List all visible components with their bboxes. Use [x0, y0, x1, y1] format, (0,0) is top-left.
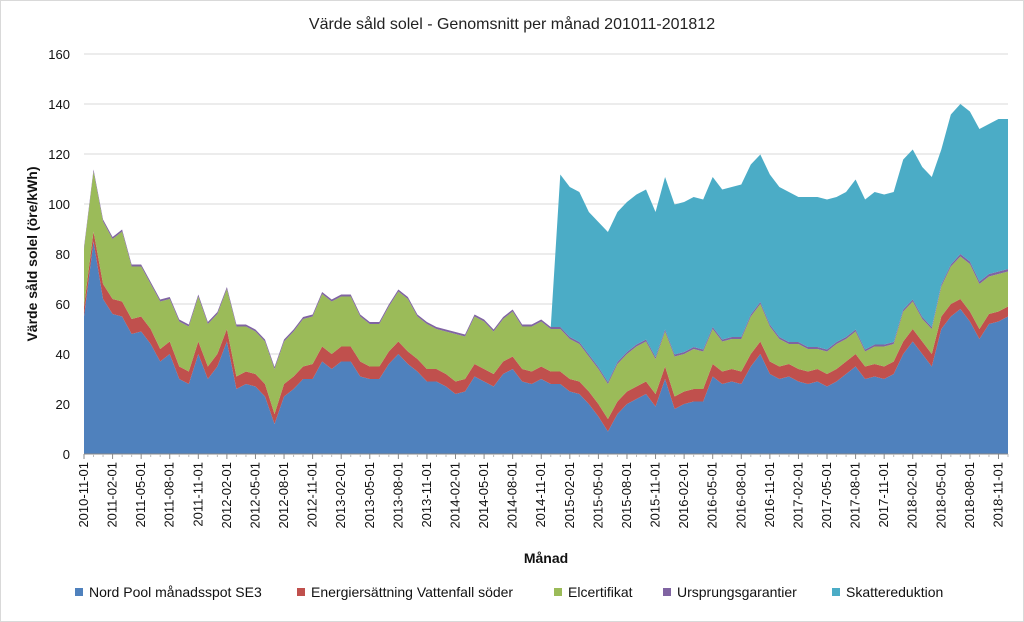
x-tick-label: 2016-02-01 — [676, 462, 691, 529]
legend-swatch — [297, 588, 305, 596]
legend-swatch — [832, 588, 840, 596]
y-tick-label: 40 — [56, 347, 70, 362]
legend-swatch — [663, 588, 671, 596]
legend-label: Ursprungsgarantier — [677, 584, 797, 600]
y-axis-title: Värde såld solel (öre/kWh) — [24, 166, 40, 341]
x-tick-label: 2011-02-01 — [105, 462, 120, 528]
x-tick-label: 2016-05-01 — [705, 462, 720, 529]
area-nord-pool-m-nadsspot-se3 — [84, 241, 1008, 454]
y-tick-label: 160 — [48, 47, 70, 62]
x-tick-label: 2018-08-01 — [962, 462, 977, 529]
legend-swatch — [75, 588, 83, 596]
legend-item: Elcertifikat — [554, 584, 633, 600]
x-tick-label: 2012-11-01 — [305, 462, 320, 528]
x-tick-label: 2012-02-01 — [219, 462, 234, 529]
legend-label: Elcertifikat — [568, 584, 633, 600]
x-tick-label: 2010-11-01 — [76, 462, 91, 528]
x-tick-label: 2014-08-01 — [505, 462, 520, 529]
x-tick-label: 2017-11-01 — [876, 462, 891, 528]
x-tick-label: 2014-02-01 — [448, 462, 463, 529]
x-tick-label: 2012-08-01 — [276, 462, 291, 529]
area-elcertifikat — [84, 171, 1008, 419]
x-tick-label: 2015-05-01 — [590, 462, 605, 529]
x-tick-label: 2013-11-01 — [419, 462, 434, 528]
axes: 0 20 40 60 80 100 120 140 160 2010-11-01 2011-02-0… — [48, 47, 1009, 529]
x-tick-label: 2014-11-01 — [533, 462, 548, 528]
x-tick-label: 2011-08-01 — [162, 462, 177, 528]
legend-label: Nord Pool månadsspot SE3 — [89, 584, 262, 600]
legend-label: Skattereduktion — [846, 584, 943, 600]
x-axis-title: Månad — [524, 550, 568, 566]
x-tick-label: 2013-02-01 — [333, 462, 348, 529]
x-tick-label: 2015-02-01 — [562, 462, 577, 529]
y-tick-label: 140 — [48, 97, 70, 112]
x-tick-label: 2018-11-01 — [990, 462, 1005, 528]
x-tick-label: 2018-05-01 — [933, 462, 948, 529]
y-tick-label: 60 — [56, 297, 70, 312]
x-tick-label: 2016-08-01 — [733, 462, 748, 529]
x-tick-label: 2013-08-01 — [390, 462, 405, 529]
area-skattereduktion — [84, 104, 1008, 382]
x-tick-label: 2014-05-01 — [476, 462, 491, 529]
x-tick-label: 2016-11-01 — [762, 462, 777, 528]
x-tick-label: 2011-05-01 — [133, 462, 148, 528]
x-tick-label: 2011-11-01 — [190, 462, 205, 527]
area-series-group — [84, 104, 1008, 454]
legend: Nord Pool månadsspot SE3 Energiersättning… — [75, 584, 943, 600]
x-tick-label: 2012-05-01 — [247, 462, 262, 529]
legend-label: Energiersättning Vattenfall söder — [311, 584, 513, 600]
x-tick-label: 2017-02-01 — [790, 462, 805, 529]
x-tick-label: 2018-02-01 — [905, 462, 920, 529]
legend-item: Nord Pool månadsspot SE3 — [75, 584, 262, 600]
y-tick-label: 20 — [56, 397, 70, 412]
y-tick-label: 120 — [48, 147, 70, 162]
y-tick-label: 0 — [63, 447, 70, 462]
y-tick-label: 100 — [48, 197, 70, 212]
x-tick-label: 2015-08-01 — [619, 462, 634, 529]
y-tick-label: 80 — [56, 247, 70, 262]
x-tick-label: 2013-05-01 — [362, 462, 377, 529]
legend-item: Energiersättning Vattenfall söder — [297, 584, 513, 600]
chart-title: Värde såld solel - Genomsnitt per månad … — [309, 15, 715, 33]
x-tick-label: 2017-05-01 — [819, 462, 834, 529]
legend-swatch — [554, 588, 562, 596]
x-tick-label: 2017-08-01 — [848, 462, 863, 529]
x-tick-label: 2015-11-01 — [648, 462, 663, 528]
legend-item: Skattereduktion — [832, 584, 943, 600]
legend-item: Ursprungsgarantier — [663, 584, 797, 600]
